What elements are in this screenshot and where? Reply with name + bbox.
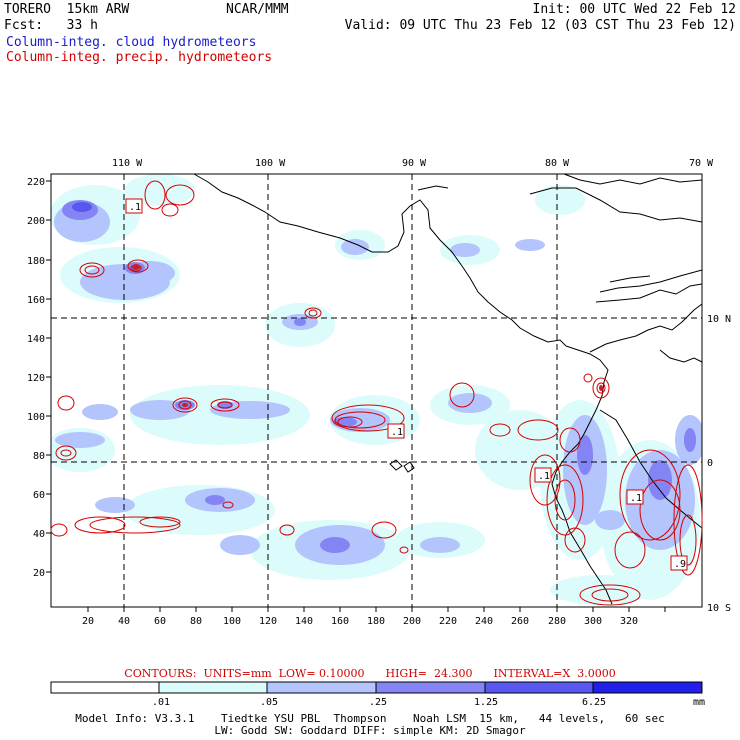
- y-tick-label: 60: [33, 490, 45, 501]
- left-ticks: [46, 180, 51, 573]
- init-time: Init: 00 UTC Wed 22 Feb 12: [532, 2, 737, 17]
- x-tick-label: 300: [584, 616, 602, 627]
- y-tick-label: 140: [27, 334, 45, 345]
- contour-value-labels: .1 .1 .1 .1 .9: [125, 198, 688, 571]
- x-tick-label: 240: [475, 616, 493, 627]
- lat-label: 10 N: [707, 314, 731, 325]
- y-tick-label: 80: [33, 451, 45, 462]
- x-tick-label: 60: [154, 616, 166, 627]
- colorbar-bin: [484, 681, 594, 694]
- colorbar-tick: 6.25: [582, 697, 606, 708]
- model-info-line1: Model Info: V3.3.1 Tiedtke YSU PBL Thomp…: [75, 712, 665, 725]
- lon-label: 80 W: [545, 158, 570, 169]
- colorbar-tick: .25: [369, 697, 387, 708]
- lat-label: 0: [707, 458, 713, 469]
- center-label: NCAR/MMM: [226, 2, 289, 17]
- field-precip-hydrometeors: Column-integ. precip. hydrometeors: [6, 50, 273, 65]
- x-tick-label: 140: [295, 616, 313, 627]
- colorbar-bin: [266, 681, 377, 694]
- colorbar-tick: 1.25: [474, 697, 498, 708]
- x-tick-label: 120: [259, 616, 277, 627]
- colorbar-bin: [158, 681, 268, 694]
- valid-time: Valid: 09 UTC Thu 23 Feb 12 (03 CST Thu …: [344, 18, 736, 33]
- colorbar-bin: [50, 681, 160, 694]
- x-tick-label: 20: [82, 616, 94, 627]
- lat-label: 10 S: [707, 603, 731, 614]
- colorbar-tick: .01: [152, 697, 170, 708]
- lon-label: 70 W: [689, 158, 714, 169]
- y-tick-label: 200: [27, 216, 45, 227]
- field-cloud-hydrometeors: Column-integ. cloud hydrometeors: [6, 35, 257, 50]
- x-tick-label: 180: [367, 616, 385, 627]
- contour-label: .9: [674, 559, 686, 570]
- colorbar-units: mm: [693, 697, 705, 708]
- x-tick-label: 320: [620, 616, 638, 627]
- x-tick-label: 160: [331, 616, 349, 627]
- x-tick-label: 260: [511, 616, 529, 627]
- bottom-grid-index-labels: 20 40 60 80 100 120 140 160 180 200 220 …: [82, 616, 638, 627]
- y-tick-label: 40: [33, 529, 45, 540]
- colorbar-bin: [592, 681, 703, 694]
- x-tick-label: 40: [118, 616, 130, 627]
- y-tick-label: 220: [27, 177, 45, 188]
- y-tick-label: 20: [33, 568, 45, 579]
- contour-label: .1: [630, 493, 642, 504]
- colorbar-bin: [375, 681, 486, 694]
- y-tick-label: 100: [27, 412, 45, 423]
- lat-lon-grid: [51, 174, 702, 607]
- colorbar-tick: .05: [260, 697, 278, 708]
- lon-label: 100 W: [255, 158, 286, 169]
- x-tick-label: 280: [548, 616, 566, 627]
- top-longitude-labels: 110 W 100 W 90 W 80 W 70 W: [112, 158, 714, 169]
- forecast-hour: Fcst: 33 h: [4, 18, 98, 33]
- left-grid-index-labels: 220 200 180 160 140 120 100 80 60 40 20: [27, 177, 45, 579]
- right-latitude-labels: 10 N 0 10 S: [707, 314, 731, 614]
- x-tick-label: 80: [190, 616, 202, 627]
- contour-label: .1: [129, 202, 141, 213]
- cloud-hydrometeor-shading: [51, 174, 702, 605]
- model-info-line2: LW: Godd SW: Goddard DIFF: simple KM: 2D…: [214, 724, 526, 737]
- model-title: TORERO 15km ARW: [4, 2, 130, 17]
- y-tick-label: 120: [27, 373, 45, 384]
- x-tick-label: 100: [223, 616, 241, 627]
- x-tick-label: 200: [403, 616, 421, 627]
- bottom-ticks: [87, 607, 666, 612]
- contour-label: .1: [538, 471, 550, 482]
- contour-info: CONTOURS: UNITS=mm LOW= 0.10000 HIGH= 24…: [124, 667, 616, 680]
- y-tick-label: 180: [27, 256, 45, 267]
- contour-label: .1: [391, 427, 403, 438]
- colorbar: .01 .05 .25 1.25 6.25 mm: [50, 681, 705, 708]
- lon-label: 90 W: [402, 158, 427, 169]
- y-tick-label: 160: [27, 295, 45, 306]
- coastlines: [193, 173, 703, 605]
- x-tick-label: 220: [439, 616, 457, 627]
- precip-cores: [132, 264, 603, 407]
- lon-label: 110 W: [112, 158, 143, 169]
